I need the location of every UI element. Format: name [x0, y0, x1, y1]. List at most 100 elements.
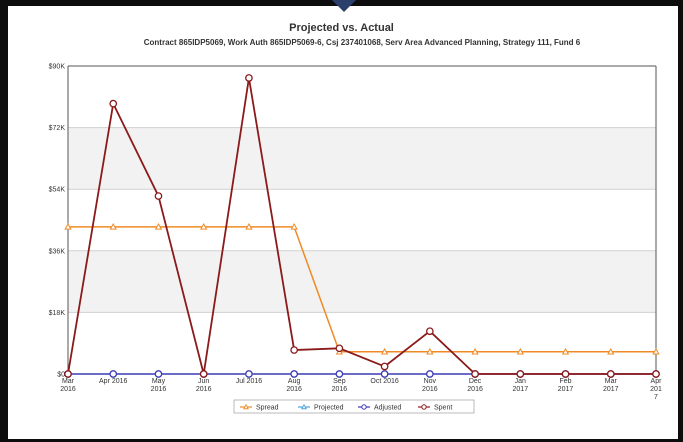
y-tick-label: $72K — [49, 125, 66, 132]
series-line-spent — [67, 77, 656, 375]
legend-label: Projected — [314, 405, 344, 412]
x-tick-label: Mar 2016 — [60, 378, 76, 393]
x-tick-label: Aug 2016 — [286, 378, 302, 393]
x-tick-label-line: May — [152, 378, 166, 385]
legend-swatch-marker — [243, 403, 249, 410]
x-tick-label-line: 2017 — [558, 386, 574, 393]
plot-background — [68, 66, 656, 374]
legend-item-adjusted: Adjusted — [358, 404, 401, 412]
x-tick-label: May 2016 — [151, 378, 167, 393]
data-point — [335, 370, 344, 378]
data-point — [516, 347, 524, 355]
legend-swatch-marker — [421, 404, 427, 410]
legend-label: Spread — [256, 405, 279, 412]
legend-swatch-marker — [361, 404, 367, 410]
plot-band — [68, 127, 656, 190]
x-tick-label-line: Aug — [288, 378, 301, 385]
x-tick-label-line: Jun — [198, 378, 209, 385]
legend-item-spent: Spent — [418, 404, 452, 412]
legend-item-spread: Spread — [240, 403, 279, 412]
x-tick-label: Feb 2017 — [558, 378, 574, 393]
data-point — [245, 370, 253, 378]
x-tick-label: Apr 201 7 — [650, 378, 662, 401]
series-layer — [64, 74, 660, 378]
x-tick-label: Apr 2016 — [99, 378, 128, 385]
legend-swatch-marker — [301, 403, 307, 410]
x-tick-label-line: 2016 — [422, 386, 438, 393]
x-tick-label: Jun 2016 — [196, 378, 212, 393]
data-point — [425, 327, 434, 336]
data-point — [109, 223, 117, 230]
y-tick-label: $0 — [57, 372, 65, 379]
data-point — [652, 370, 660, 378]
data-point — [380, 347, 389, 355]
x-tick-label-line: 2016 — [286, 386, 302, 393]
data-point — [471, 370, 479, 378]
data-point — [335, 344, 344, 353]
legend-label: Spent — [434, 405, 452, 412]
x-tick-label-line: Mar — [605, 378, 618, 385]
data-point — [64, 223, 72, 230]
x-tick-label-line: Jul 2016 — [236, 378, 263, 385]
data-point — [606, 370, 615, 378]
data-point — [561, 370, 570, 378]
x-tick-label: Oct 2016 — [370, 378, 399, 385]
data-point — [380, 370, 389, 378]
data-point — [154, 192, 163, 200]
data-point — [64, 370, 72, 378]
data-point — [245, 223, 253, 230]
chart-subtitle: Contract 865IDP5069, Work Auth 865IDP506… — [143, 38, 581, 47]
data-point — [516, 370, 525, 378]
x-tick-label-line: Mar — [62, 378, 75, 385]
grid-lines — [67, 65, 657, 375]
series-spent — [64, 74, 660, 378]
y-tick-label: $36K — [49, 248, 66, 255]
y-tick-label: $18K — [49, 310, 66, 317]
x-tick-label-line: Apr 2016 — [99, 378, 128, 385]
chart-title: Projected vs. Actual — [289, 22, 394, 34]
data-point — [109, 370, 118, 378]
data-point — [607, 347, 615, 355]
data-point — [290, 223, 298, 230]
x-tick-label-line: 201 — [650, 386, 662, 393]
y-axis-ticks: $0 $18K $36K $54K $72K $90K — [49, 64, 66, 379]
x-tick-label-line: Feb — [560, 378, 572, 385]
x-tick-label-line: 7 — [654, 394, 658, 401]
data-point — [425, 370, 434, 378]
data-point — [561, 347, 570, 355]
x-tick-label: Nov 2016 — [422, 378, 438, 393]
data-point — [652, 347, 660, 355]
data-point — [154, 223, 163, 230]
data-point — [290, 370, 299, 378]
y-tick-label: $54K — [49, 187, 66, 194]
legend-item-projected: Projected — [298, 403, 344, 412]
x-tick-label: Dec 2016 — [467, 378, 483, 393]
x-tick-label-line: 2017 — [603, 386, 619, 393]
x-tick-label-line: 2016 — [467, 386, 483, 393]
plot-area — [68, 66, 656, 374]
x-tick-label: Jul 2016 — [236, 378, 263, 385]
x-tick-label-line: Dec — [469, 378, 482, 385]
x-tick-label-line: 2017 — [513, 386, 529, 393]
x-tick-label: Sep 2016 — [332, 378, 348, 393]
data-point — [199, 370, 208, 378]
data-point — [200, 223, 208, 230]
data-point — [471, 347, 479, 355]
x-tick-label-line: Oct 2016 — [370, 378, 399, 385]
legend-label: Adjusted — [374, 405, 401, 412]
plot-band — [68, 250, 656, 313]
y-tick-label: $90K — [49, 64, 66, 71]
x-tick-label-line: Apr — [651, 378, 663, 385]
x-tick-label-line: 2016 — [60, 386, 76, 393]
x-tick-label-line: 2016 — [151, 386, 167, 393]
data-point — [245, 74, 253, 82]
x-tick-label-line: Jan — [515, 378, 526, 385]
data-point — [154, 370, 163, 378]
data-point — [109, 99, 118, 108]
legend-box — [233, 399, 475, 414]
x-tick-label-line: 2016 — [332, 386, 348, 393]
x-tick-label: Mar 2017 — [603, 378, 619, 393]
data-point — [290, 346, 299, 354]
